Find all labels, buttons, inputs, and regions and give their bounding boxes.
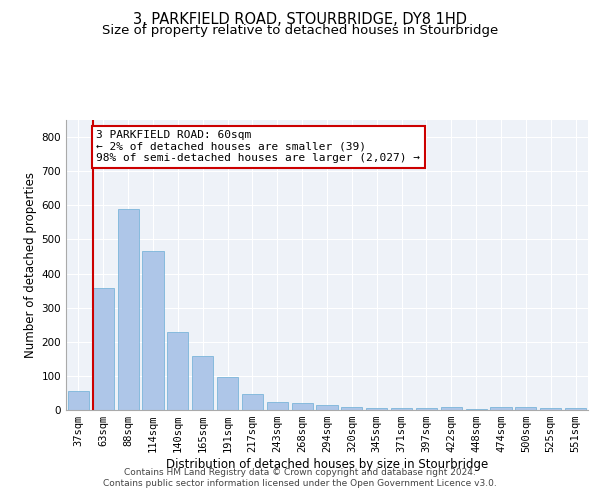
Bar (540, 408, 561, 410)
Bar (416, 408, 437, 410)
Bar (490, 406, 512, 410)
Text: Contains HM Land Registry data © Crown copyright and database right 2024.
Contai: Contains HM Land Registry data © Crown c… (103, 468, 497, 487)
Bar (93, 288, 114, 410)
Text: 3 PARKFIELD ROAD: 60sqm
← 2% of detached houses are smaller (39)
98% of semi-det: 3 PARKFIELD ROAD: 60sqm ← 2% of detached… (97, 130, 421, 164)
Bar (292, 403, 313, 410)
Bar (192, 356, 213, 410)
Bar (565, 408, 586, 410)
Bar (242, 394, 263, 410)
Bar (142, 252, 164, 410)
X-axis label: Distribution of detached houses by size in Stourbridge: Distribution of detached houses by size … (166, 458, 488, 471)
Y-axis label: Number of detached properties: Number of detached properties (25, 172, 37, 358)
Bar (167, 332, 188, 410)
Bar (441, 408, 462, 410)
Bar (515, 408, 536, 410)
Bar (118, 208, 139, 410)
Bar (341, 406, 362, 410)
Bar (267, 402, 288, 410)
Text: Size of property relative to detached houses in Stourbridge: Size of property relative to detached ho… (102, 24, 498, 37)
Bar (466, 409, 487, 410)
Bar (391, 408, 412, 410)
Bar (68, 391, 89, 410)
Bar (366, 408, 387, 410)
Bar (316, 405, 338, 410)
Bar (217, 377, 238, 410)
Text: 3, PARKFIELD ROAD, STOURBRIDGE, DY8 1HD: 3, PARKFIELD ROAD, STOURBRIDGE, DY8 1HD (133, 12, 467, 28)
